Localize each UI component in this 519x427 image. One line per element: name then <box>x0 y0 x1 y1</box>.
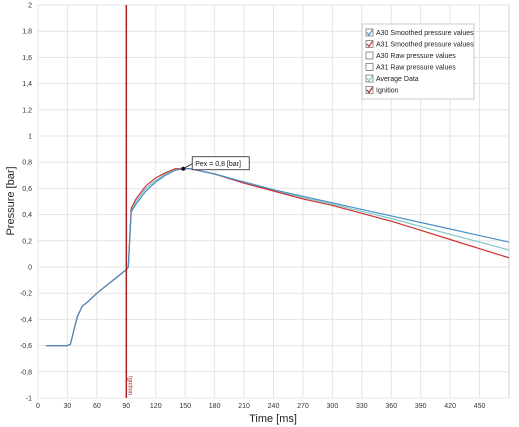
x-tick-label: 270 <box>297 403 309 410</box>
annotation-label: Pex = 0,8 [bar] <box>195 161 241 168</box>
y-tick-label: 0,4 <box>22 212 32 219</box>
y-tick-label: -0,8 <box>20 369 32 376</box>
x-tick-label: 60 <box>93 403 101 410</box>
legend-item[interactable]: A30 Smoothed pressure values <box>365 28 474 37</box>
legend-label: A31 Smoothed pressure values <box>376 42 474 49</box>
y-tick-label: -0,4 <box>20 317 32 324</box>
y-tick-label: 0,8 <box>22 160 32 167</box>
y-tick-label: -1 <box>26 396 32 403</box>
horizontal-gridlines <box>38 4 509 399</box>
legend-checkbox[interactable] <box>365 28 374 37</box>
peak-point <box>181 166 186 171</box>
y-tick-label: 1,8 <box>22 29 32 36</box>
y-axis-ticks: -1 -0,8 -0,6 -0,4 -0,2 0 0,2 0,4 0,6 0,8 1 1,2 1,4 1,… <box>20 3 32 403</box>
x-tick-label: 150 <box>179 403 191 410</box>
x-tick-label: 330 <box>356 403 368 410</box>
y-tick-label: -0,6 <box>20 343 32 350</box>
legend-item[interactable]: A30 Raw pressure values <box>365 51 456 60</box>
legend-label: Average Data <box>376 76 419 83</box>
ignition-marker: Ignition <box>125 5 132 398</box>
chart-legend[interactable]: A30 Smoothed pressure values A31 Smoothed… <box>361 23 475 100</box>
check-icon <box>366 40 373 48</box>
y-tick-label: -0,2 <box>20 291 32 298</box>
peak-annotation: Pex = 0,8 [bar] <box>181 156 250 171</box>
y-tick-label: 1,4 <box>22 81 32 88</box>
legend-label: A30 Raw pressure values <box>376 53 456 60</box>
x-tick-label: 0 <box>36 403 40 410</box>
y-tick-label: 1,2 <box>22 107 32 114</box>
ignition-marker-label: Ignition <box>126 376 132 395</box>
y-tick-label: 1,6 <box>22 55 32 62</box>
series-lines <box>45 168 510 347</box>
x-tick-label: 300 <box>327 403 339 410</box>
x-axis-label: Time [ms] <box>249 413 297 425</box>
y-tick-label: 0 <box>28 265 32 272</box>
series-line-0 <box>45 168 510 347</box>
legend-label: A30 Smoothed pressure values <box>376 30 474 37</box>
check-icon <box>366 86 373 94</box>
x-tick-label: 420 <box>444 403 456 410</box>
annotation-box <box>191 156 250 171</box>
x-tick-label: 30 <box>64 403 72 410</box>
check-icon <box>366 29 373 37</box>
x-tick-label: 120 <box>150 403 162 410</box>
legend-box <box>361 23 475 100</box>
legend-item[interactable]: A31 Smoothed pressure values <box>365 40 474 49</box>
legend-checkbox[interactable] <box>365 74 374 83</box>
legend-checkbox[interactable] <box>365 51 374 60</box>
x-tick-label: 450 <box>474 403 486 410</box>
legend-item[interactable]: Average Data <box>365 74 419 83</box>
x-tick-label: 390 <box>415 403 427 410</box>
check-icon <box>366 75 373 83</box>
y-tick-label: 1 <box>28 134 32 141</box>
legend-checkbox[interactable] <box>365 40 374 48</box>
legend-item[interactable]: A31 Raw pressure values <box>365 63 456 72</box>
x-axis-ticks: 0 30 60 90 120 150 180 210 240 270 300 330 360 390 420… <box>36 403 485 410</box>
y-tick-label: 2 <box>28 3 32 10</box>
legend-label: Ignition <box>376 88 399 95</box>
x-tick-label: 360 <box>385 403 397 410</box>
x-tick-label: 210 <box>238 403 250 410</box>
legend-item[interactable]: Ignition <box>365 86 399 95</box>
y-axis-label: Pressure [bar] <box>5 166 17 235</box>
x-tick-label: 240 <box>268 403 280 410</box>
legend-checkbox[interactable] <box>365 63 374 71</box>
legend-checkbox[interactable] <box>365 86 374 94</box>
y-tick-label: 0,6 <box>22 186 32 193</box>
x-tick-label: 180 <box>209 403 221 410</box>
x-tick-label: 90 <box>122 403 130 410</box>
y-tick-label: 0,2 <box>22 238 32 245</box>
legend-label: A31 Raw pressure values <box>376 65 456 72</box>
